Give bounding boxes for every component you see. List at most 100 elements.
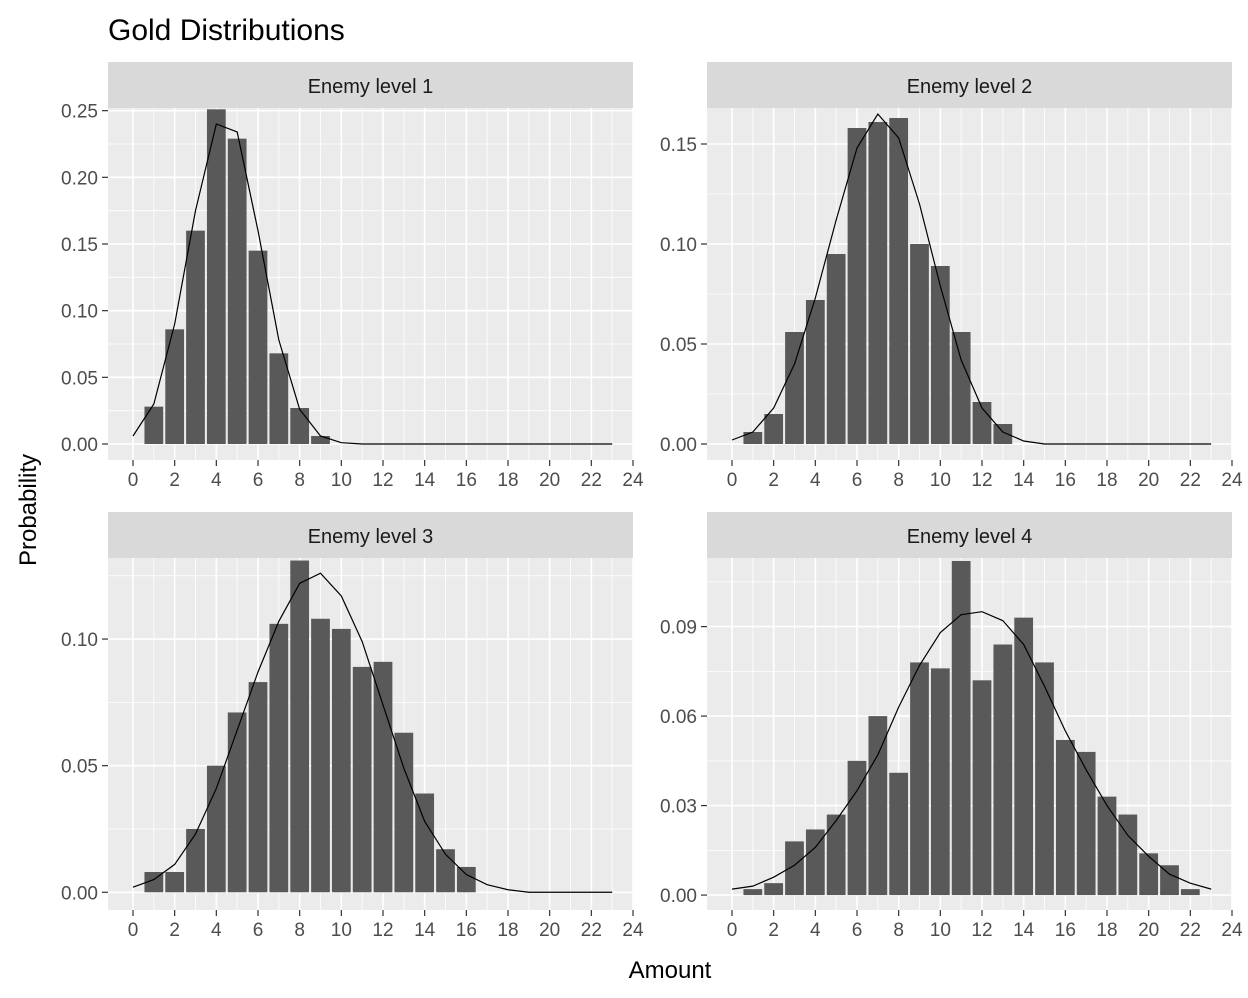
y-tick-label: 0.10	[61, 302, 98, 323]
x-tick-label: 2	[768, 470, 779, 491]
facet-strip-label: Enemy level 3	[308, 526, 434, 548]
x-tick-label: 6	[852, 920, 863, 941]
y-tick-label: 0.05	[61, 368, 98, 389]
x-tick-label: 4	[211, 470, 222, 491]
histogram-bar	[764, 414, 784, 444]
x-tick-label: 18	[497, 470, 518, 491]
y-tick-label: 0.05	[61, 757, 98, 778]
y-tick-label: 0.03	[660, 797, 697, 818]
histogram-bar	[847, 128, 867, 444]
x-tick-label: 16	[456, 470, 477, 491]
y-tick-label: 0.00	[660, 435, 697, 456]
facet-panels: Enemy level 10 2 4 6 8 10 12 14 16 18 20 22 240.000.…	[61, 62, 1243, 941]
x-tick-label: 8	[294, 470, 305, 491]
histogram-bar	[743, 889, 763, 896]
histogram-bar	[805, 829, 825, 896]
histogram-bar	[165, 872, 185, 893]
histogram-bar	[290, 408, 310, 444]
histogram-bar	[269, 623, 289, 893]
facet-strip-label: Enemy level 2	[907, 76, 1033, 98]
y-tick-label: 0.09	[660, 618, 697, 639]
x-tick-label: 12	[372, 470, 393, 491]
histogram-bar	[993, 424, 1013, 444]
facet-panel: Enemy level 20 2 4 6 8 10 12 14 16 18 20 22 240.000.…	[660, 62, 1243, 491]
x-axis-title: Amount	[629, 957, 712, 984]
x-tick-label: 24	[1221, 470, 1243, 491]
x-tick-label: 12	[971, 920, 992, 941]
x-tick-label: 16	[1055, 470, 1076, 491]
histogram-bar	[930, 668, 950, 896]
facet-strip	[108, 62, 633, 108]
histogram-bar	[826, 814, 846, 896]
histogram-bar	[889, 772, 909, 896]
facet-panel: Enemy level 10 2 4 6 8 10 12 14 16 18 20 22 240.000.…	[61, 62, 644, 491]
histogram-bar	[248, 250, 268, 444]
x-tick-label: 12	[971, 470, 992, 491]
x-tick-label: 12	[372, 920, 393, 941]
y-tick-label: 0.00	[61, 435, 98, 456]
histogram-bar	[144, 872, 164, 893]
x-tick-label: 0	[128, 470, 139, 491]
histogram-bar	[764, 883, 784, 896]
histogram-bar	[951, 560, 971, 896]
x-tick-label: 2	[169, 470, 180, 491]
y-tick-label: 0.20	[61, 168, 98, 189]
x-tick-label: 20	[1138, 470, 1159, 491]
histogram-bar	[930, 266, 950, 444]
x-tick-label: 6	[253, 920, 264, 941]
x-tick-label: 18	[1096, 470, 1117, 491]
histogram-bar	[186, 230, 205, 444]
facet-strip	[707, 512, 1232, 558]
x-tick-label: 20	[539, 470, 560, 491]
histogram-bar	[805, 300, 825, 444]
x-tick-label: 4	[810, 920, 821, 941]
histogram-bar	[1118, 814, 1138, 896]
x-tick-label: 20	[539, 920, 560, 941]
x-tick-label: 2	[768, 920, 779, 941]
y-tick-label: 0.15	[660, 135, 697, 156]
histogram-bar	[227, 138, 247, 444]
x-tick-label: 0	[727, 920, 738, 941]
histogram-bar	[415, 793, 435, 893]
x-tick-label: 8	[294, 920, 305, 941]
histogram-bar	[248, 682, 268, 893]
y-tick-label: 0.06	[660, 707, 697, 728]
x-tick-label: 16	[1055, 920, 1076, 941]
histogram-bar	[352, 666, 372, 893]
histogram-bar	[373, 661, 393, 893]
density-curve	[731, 112, 1212, 445]
histogram-bar	[186, 828, 205, 893]
x-tick-label: 6	[852, 470, 863, 491]
histogram-bar	[269, 353, 289, 444]
histogram-bar	[144, 406, 164, 444]
histogram-bar	[743, 432, 763, 444]
x-tick-label: 22	[581, 920, 602, 941]
y-tick-label: 0.00	[660, 886, 697, 907]
x-tick-label: 24	[1221, 920, 1243, 941]
x-tick-label: 16	[456, 920, 477, 941]
histogram-bar	[311, 436, 330, 444]
histogram-bar	[1076, 751, 1096, 896]
facet-strip-label: Enemy level 4	[907, 526, 1033, 548]
histogram-bar	[972, 680, 992, 896]
x-tick-label: 10	[331, 470, 352, 491]
histogram-bar	[785, 841, 804, 896]
x-tick-label: 22	[1180, 920, 1201, 941]
x-tick-label: 20	[1138, 920, 1159, 941]
x-tick-label: 10	[930, 920, 951, 941]
x-tick-label: 0	[727, 470, 738, 491]
histogram-bar	[910, 662, 929, 896]
histogram-bar	[868, 122, 888, 444]
x-tick-label: 8	[893, 920, 904, 941]
y-tick-label: 0.10	[660, 235, 697, 256]
histogram-bar	[227, 712, 247, 893]
histogram-bar	[394, 732, 414, 893]
x-tick-label: 24	[622, 470, 644, 491]
histogram-bar	[456, 866, 476, 893]
y-tick-label: 0.05	[660, 335, 697, 356]
x-tick-label: 22	[581, 470, 602, 491]
histogram-bar	[165, 329, 185, 444]
histogram-bar	[910, 244, 929, 444]
x-tick-label: 24	[622, 920, 644, 941]
